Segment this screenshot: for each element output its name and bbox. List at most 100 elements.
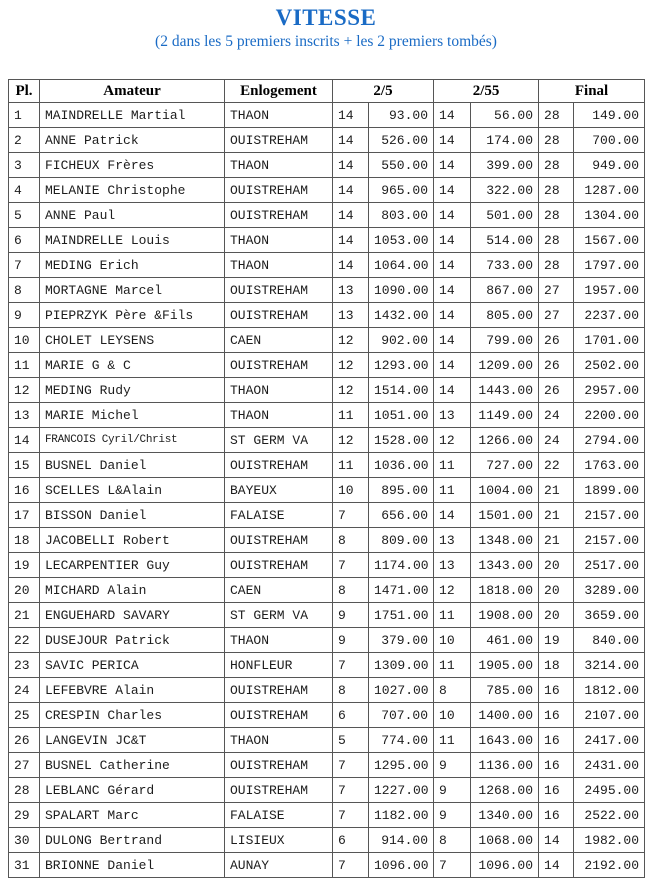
cell-place: 31 (8, 852, 40, 879)
cell-race1-count: 6 (332, 702, 369, 729)
cell-race2-count: 12 (433, 577, 472, 604)
cell-race2-count: 14 (433, 377, 472, 404)
cell-race2-points: 1136.00 (470, 752, 540, 779)
cell-place: 20 (8, 577, 40, 604)
cell-race2-count: 8 (433, 827, 472, 854)
cell-place: 30 (8, 827, 40, 854)
cell-race2-count: 14 (433, 352, 472, 379)
cell-race2-count: 8 (433, 677, 472, 704)
table-row: 31 BRIONNE Daniel AUNAY 7 1096.00 7 1096… (8, 852, 646, 879)
cell-amateur: PIEPRZYK Père &Fils (39, 302, 225, 329)
cell-race2-count: 11 (433, 727, 472, 754)
cell-final-count: 27 (538, 277, 575, 304)
table-row: 18 JACOBELLI Robert OUISTREHAM 8 809.00 … (8, 527, 646, 554)
cell-final-points: 3214.00 (573, 652, 646, 679)
cell-race2-count: 10 (433, 702, 472, 729)
cell-final-count: 28 (538, 177, 575, 204)
cell-final-count: 14 (538, 852, 575, 879)
cell-amateur: ANNE Patrick (39, 127, 225, 154)
cell-race1-points: 707.00 (367, 702, 435, 729)
cell-race2-points: 733.00 (470, 252, 540, 279)
cell-race1-count: 8 (332, 677, 369, 704)
cell-race2-points: 461.00 (470, 627, 540, 654)
cell-race2-points: 1096.00 (470, 852, 540, 879)
table-row: 19 LECARPENTIER Guy OUISTREHAM 7 1174.00… (8, 552, 646, 579)
cell-race1-points: 1514.00 (367, 377, 435, 404)
cell-race2-points: 56.00 (470, 102, 540, 129)
cell-amateur: MEDING Erich (39, 252, 225, 279)
page-title: VITESSE (275, 5, 377, 30)
cell-enlogement: FALAISE (224, 502, 333, 529)
cell-place: 8 (8, 277, 40, 304)
cell-enlogement: ST GERM VA (224, 427, 333, 454)
cell-race1-points: 1309.00 (367, 652, 435, 679)
cell-race1-count: 9 (332, 602, 369, 629)
cell-race2-count: 10 (433, 627, 472, 654)
cell-race1-count: 12 (332, 427, 369, 454)
cell-race2-points: 727.00 (470, 452, 540, 479)
cell-race2-points: 805.00 (470, 302, 540, 329)
cell-race2-points: 1443.00 (470, 377, 540, 404)
cell-race1-points: 379.00 (367, 627, 435, 654)
cell-place: 21 (8, 602, 40, 629)
cell-race2-count: 9 (433, 802, 472, 829)
cell-race2-points: 1343.00 (470, 552, 540, 579)
cell-amateur: SPALART Marc (39, 802, 225, 829)
table-row: 7 MEDING Erich THAON 14 1064.00 14 733.0… (8, 252, 646, 279)
cell-final-count: 16 (538, 752, 575, 779)
cell-race1-count: 6 (332, 827, 369, 854)
cell-place: 4 (8, 177, 40, 204)
cell-race2-points: 1348.00 (470, 527, 540, 554)
cell-amateur: LEBLANC Gérard (39, 777, 225, 804)
table-row: 24 LEFEBVRE Alain OUISTREHAM 8 1027.00 8… (8, 677, 646, 704)
cell-race2-points: 174.00 (470, 127, 540, 154)
cell-final-count: 16 (538, 702, 575, 729)
cell-final-points: 2522.00 (573, 802, 646, 829)
cell-race1-count: 12 (332, 377, 369, 404)
cell-race2-points: 1501.00 (470, 502, 540, 529)
cell-enlogement: LISIEUX (224, 827, 333, 854)
cell-final-count: 21 (538, 527, 575, 554)
cell-final-count: 21 (538, 477, 575, 504)
cell-final-points: 1567.00 (573, 227, 646, 254)
cell-race1-count: 14 (332, 152, 369, 179)
cell-final-points: 149.00 (573, 102, 646, 129)
cell-enlogement: THAON (224, 727, 333, 754)
cell-race1-count: 8 (332, 527, 369, 554)
cell-enlogement: OUISTREHAM (224, 552, 333, 579)
cell-amateur: BUSNEL Catherine (39, 752, 225, 779)
cell-race1-points: 1182.00 (367, 802, 435, 829)
cell-race2-points: 399.00 (470, 152, 540, 179)
cell-race2-count: 14 (433, 227, 472, 254)
cell-enlogement: THAON (224, 377, 333, 404)
cell-enlogement: OUISTREHAM (224, 352, 333, 379)
cell-race2-count: 14 (433, 127, 472, 154)
cell-race1-points: 1432.00 (367, 302, 435, 329)
cell-amateur: MELANIE Christophe (39, 177, 225, 204)
cell-place: 2 (8, 127, 40, 154)
cell-race1-count: 14 (332, 227, 369, 254)
cell-race1-points: 526.00 (367, 127, 435, 154)
cell-race2-count: 14 (433, 302, 472, 329)
cell-race1-count: 13 (332, 277, 369, 304)
cell-amateur: MARIE G & C (39, 352, 225, 379)
cell-race1-points: 1295.00 (367, 752, 435, 779)
cell-final-points: 2237.00 (573, 302, 646, 329)
cell-final-points: 1304.00 (573, 202, 646, 229)
cell-place: 3 (8, 152, 40, 179)
cell-place: 24 (8, 677, 40, 704)
cell-amateur: JACOBELLI Robert (39, 527, 225, 554)
cell-race1-points: 1027.00 (367, 677, 435, 704)
cell-race1-count: 14 (332, 127, 369, 154)
cell-race2-count: 14 (433, 152, 472, 179)
table-row: 12 MEDING Rudy THAON 12 1514.00 14 1443.… (8, 377, 646, 404)
cell-final-count: 20 (538, 602, 575, 629)
cell-final-count: 26 (538, 352, 575, 379)
cell-race1-count: 7 (332, 552, 369, 579)
cell-final-count: 28 (538, 127, 575, 154)
cell-race1-count: 7 (332, 852, 369, 879)
cell-place: 9 (8, 302, 40, 329)
cell-race1-points: 809.00 (367, 527, 435, 554)
cell-race1-count: 11 (332, 402, 369, 429)
cell-enlogement: OUISTREHAM (224, 677, 333, 704)
